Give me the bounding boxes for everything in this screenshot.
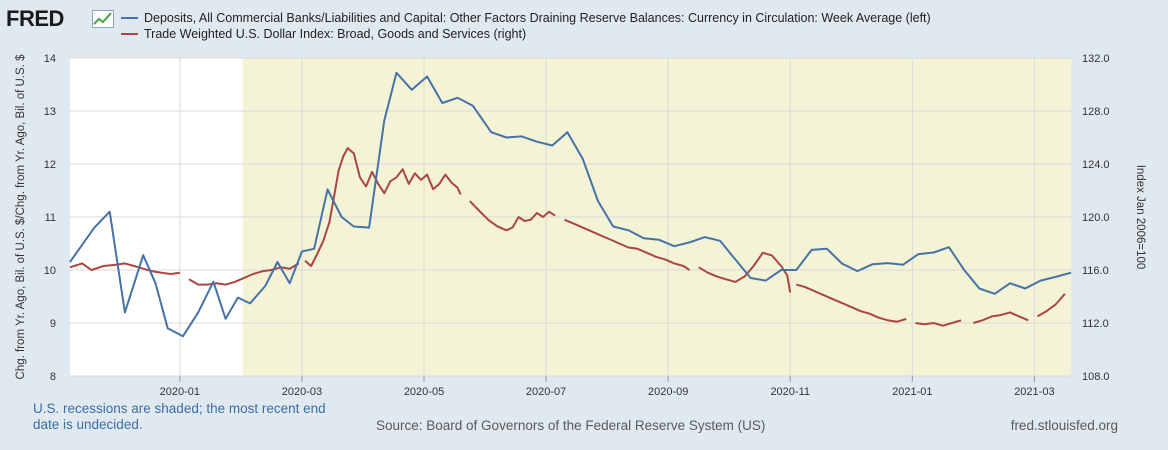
x-tick-label: 2021-01 [892,386,932,398]
gridlines [70,57,1071,377]
x-tick-label: 2020-03 [282,386,322,398]
fred-logo[interactable]: FRED [6,6,64,31]
left-tick-label: 10 [44,265,56,277]
left-tick-label: 8 [50,371,56,383]
x-tick-label: 2020-09 [648,386,688,398]
x-tick-label: 2020-01 [160,386,200,398]
left-tick-label: 14 [44,53,56,65]
x-axis: 2020-01 2020-03 2020-05 2020-07 2020-09 2020-… [160,376,1055,398]
right-tick-label: 108.0 [1082,371,1110,383]
source-text: Source: Board of Governors of the Federa… [376,418,766,433]
left-tick-label: 11 [45,212,56,224]
series-layer [69,71,1072,338]
series-line-dollar-index [564,218,691,271]
series-line-dollar-index [1036,293,1066,318]
x-tick-label: 2020-11 [770,386,810,398]
series-line-dollar-index [915,319,962,327]
right-axis: 108.0 112.0 116.0 120.0 124.0 128.0 132.0 [1082,53,1110,383]
series-line-dollar-index [796,283,907,323]
chart-line-icon [92,10,114,28]
legend-item-dollar-index[interactable]: Trade Weighted U.S. Dollar Index: Broad,… [121,26,931,42]
left-tick-label: 12 [44,159,56,171]
x-tick-label: 2020-05 [404,386,444,398]
left-axis-title: Chg. from Yr. Ago, Bil. of U.S. $/Chg. f… [15,54,27,380]
x-tick-label: 2020-07 [526,386,566,398]
chart-legend: Deposits, All Commercial Banks/Liabiliti… [121,10,931,42]
left-axis: 8 9 10 11 12 13 14 [44,53,56,383]
legend-label-currency: Deposits, All Commercial Banks/Liabiliti… [144,11,931,25]
right-axis-title: Index Jan 2006=100 [1134,165,1146,270]
series-line-currency [69,71,1072,338]
series-line-dollar-index [469,200,556,232]
legend-swatch-currency [121,17,138,19]
right-tick-label: 124.0 [1082,159,1110,171]
right-tick-label: 128.0 [1082,106,1110,118]
right-tick-label: 116.0 [1082,265,1109,277]
right-tick-label: 112.0 [1082,318,1109,330]
left-tick-label: 9 [50,318,56,330]
left-tick-label: 13 [44,106,56,118]
legend-swatch-dollar-index [121,33,138,35]
legend-label-dollar-index: Trade Weighted U.S. Dollar Index: Broad,… [144,27,527,41]
recession-note: U.S. recessions are shaded; the most rec… [33,401,326,432]
series-line-dollar-index [304,147,462,267]
series-line-dollar-index [973,311,1029,324]
series-line-dollar-index [69,262,181,275]
series-line-dollar-index [698,251,792,293]
legend-item-currency[interactable]: Deposits, All Commercial Banks/Liabiliti… [121,10,931,26]
right-tick-label: 120.0 [1082,212,1110,224]
x-tick-label: 2021-03 [1014,386,1054,398]
site-link[interactable]: fred.stlouisfed.org [1010,418,1118,433]
right-tick-label: 132.0 [1082,53,1110,65]
